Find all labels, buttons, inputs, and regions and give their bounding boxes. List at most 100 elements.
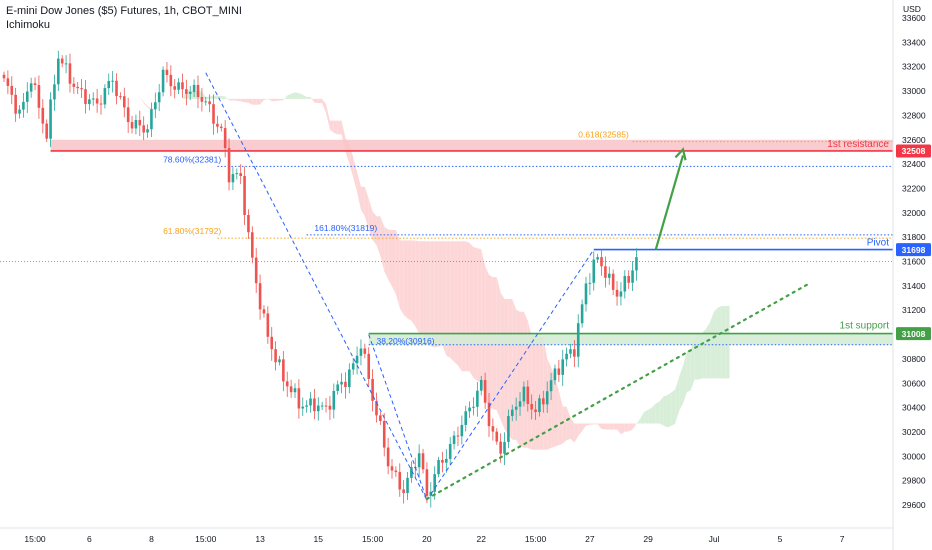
candle[interactable] bbox=[604, 256, 607, 288]
candle[interactable] bbox=[452, 430, 456, 450]
candle[interactable] bbox=[130, 115, 134, 134]
resistance-price-badge[interactable] bbox=[896, 144, 931, 158]
candle[interactable] bbox=[507, 409, 510, 449]
candle[interactable] bbox=[588, 273, 592, 295]
candle[interactable] bbox=[37, 75, 41, 119]
candle[interactable] bbox=[25, 82, 29, 113]
candle[interactable] bbox=[115, 73, 118, 105]
candle[interactable] bbox=[545, 381, 549, 413]
candle[interactable] bbox=[487, 393, 491, 438]
candle[interactable] bbox=[2, 71, 6, 82]
candle[interactable] bbox=[29, 77, 33, 98]
candle[interactable] bbox=[68, 53, 72, 93]
candle[interactable] bbox=[49, 92, 52, 147]
candle[interactable] bbox=[472, 397, 475, 416]
candle[interactable] bbox=[254, 248, 258, 293]
candle[interactable] bbox=[188, 85, 192, 101]
candle[interactable] bbox=[134, 114, 138, 135]
candle[interactable] bbox=[394, 466, 398, 477]
candle[interactable] bbox=[495, 428, 499, 445]
candle[interactable] bbox=[627, 270, 630, 289]
candle[interactable] bbox=[181, 73, 184, 98]
candle[interactable] bbox=[185, 79, 188, 106]
candle[interactable] bbox=[619, 282, 623, 306]
candle[interactable] bbox=[285, 371, 289, 397]
candle[interactable] bbox=[88, 94, 91, 111]
candle[interactable] bbox=[95, 88, 99, 113]
candle[interactable] bbox=[623, 270, 627, 299]
candle[interactable] bbox=[367, 347, 371, 387]
candle[interactable] bbox=[336, 380, 339, 395]
candle[interactable] bbox=[274, 341, 277, 371]
candle[interactable] bbox=[514, 397, 518, 421]
candle[interactable] bbox=[111, 71, 114, 93]
candle[interactable] bbox=[208, 94, 211, 113]
candle[interactable] bbox=[421, 448, 425, 474]
candle[interactable] bbox=[157, 84, 161, 112]
candle[interactable] bbox=[324, 398, 328, 413]
candle[interactable] bbox=[177, 78, 180, 94]
candle[interactable] bbox=[33, 77, 37, 91]
candle[interactable] bbox=[91, 92, 95, 106]
candle[interactable] bbox=[282, 351, 285, 392]
candle[interactable] bbox=[212, 94, 215, 135]
candle[interactable] bbox=[344, 372, 347, 399]
candle[interactable] bbox=[534, 400, 537, 420]
candle[interactable] bbox=[138, 110, 142, 137]
candle[interactable] bbox=[406, 471, 409, 500]
candle[interactable] bbox=[293, 383, 297, 398]
candle[interactable] bbox=[72, 77, 76, 94]
candle[interactable] bbox=[146, 124, 149, 138]
candle[interactable] bbox=[596, 253, 599, 263]
candle[interactable] bbox=[227, 138, 231, 191]
candle[interactable] bbox=[503, 432, 506, 466]
candle[interactable] bbox=[359, 339, 363, 366]
candle[interactable] bbox=[351, 357, 355, 375]
candle[interactable] bbox=[142, 116, 145, 141]
candle[interactable] bbox=[45, 119, 48, 142]
candle[interactable] bbox=[522, 381, 526, 407]
candle[interactable] bbox=[99, 95, 103, 115]
candle[interactable] bbox=[192, 79, 196, 98]
target-arrow-shaft[interactable] bbox=[654, 155, 685, 250]
candle[interactable] bbox=[390, 459, 394, 479]
candle[interactable] bbox=[425, 462, 429, 504]
candle[interactable] bbox=[10, 76, 14, 105]
candle[interactable] bbox=[635, 248, 638, 281]
candle[interactable] bbox=[80, 79, 83, 98]
candle[interactable] bbox=[262, 305, 266, 318]
candle[interactable] bbox=[538, 394, 541, 417]
candle[interactable] bbox=[483, 372, 487, 409]
candle[interactable] bbox=[464, 405, 468, 432]
candle[interactable] bbox=[542, 390, 545, 413]
candle[interactable] bbox=[363, 343, 367, 359]
candle[interactable] bbox=[437, 456, 440, 478]
candle[interactable] bbox=[154, 92, 157, 119]
candle[interactable] bbox=[204, 96, 208, 106]
candle[interactable] bbox=[569, 343, 572, 359]
candle[interactable] bbox=[468, 401, 471, 419]
candle[interactable] bbox=[445, 449, 448, 473]
candle[interactable] bbox=[219, 123, 223, 132]
candle[interactable] bbox=[615, 281, 619, 306]
candle[interactable] bbox=[297, 379, 301, 419]
support-price-badge[interactable] bbox=[896, 327, 931, 341]
candle[interactable] bbox=[565, 347, 568, 367]
candle[interactable] bbox=[557, 359, 561, 382]
candle[interactable] bbox=[247, 209, 250, 239]
swing-line[interactable] bbox=[426, 249, 595, 501]
candle[interactable] bbox=[107, 73, 111, 95]
candle[interactable] bbox=[243, 166, 246, 226]
candle[interactable] bbox=[22, 92, 25, 118]
candle[interactable] bbox=[448, 437, 452, 466]
candle[interactable] bbox=[328, 395, 332, 421]
candle[interactable] bbox=[332, 383, 336, 419]
candle[interactable] bbox=[355, 346, 359, 375]
candle[interactable] bbox=[169, 65, 173, 97]
candle[interactable] bbox=[510, 404, 514, 422]
candle[interactable] bbox=[278, 355, 281, 366]
candle[interactable] bbox=[611, 269, 615, 295]
candle[interactable] bbox=[231, 167, 235, 190]
candle[interactable] bbox=[316, 397, 320, 421]
